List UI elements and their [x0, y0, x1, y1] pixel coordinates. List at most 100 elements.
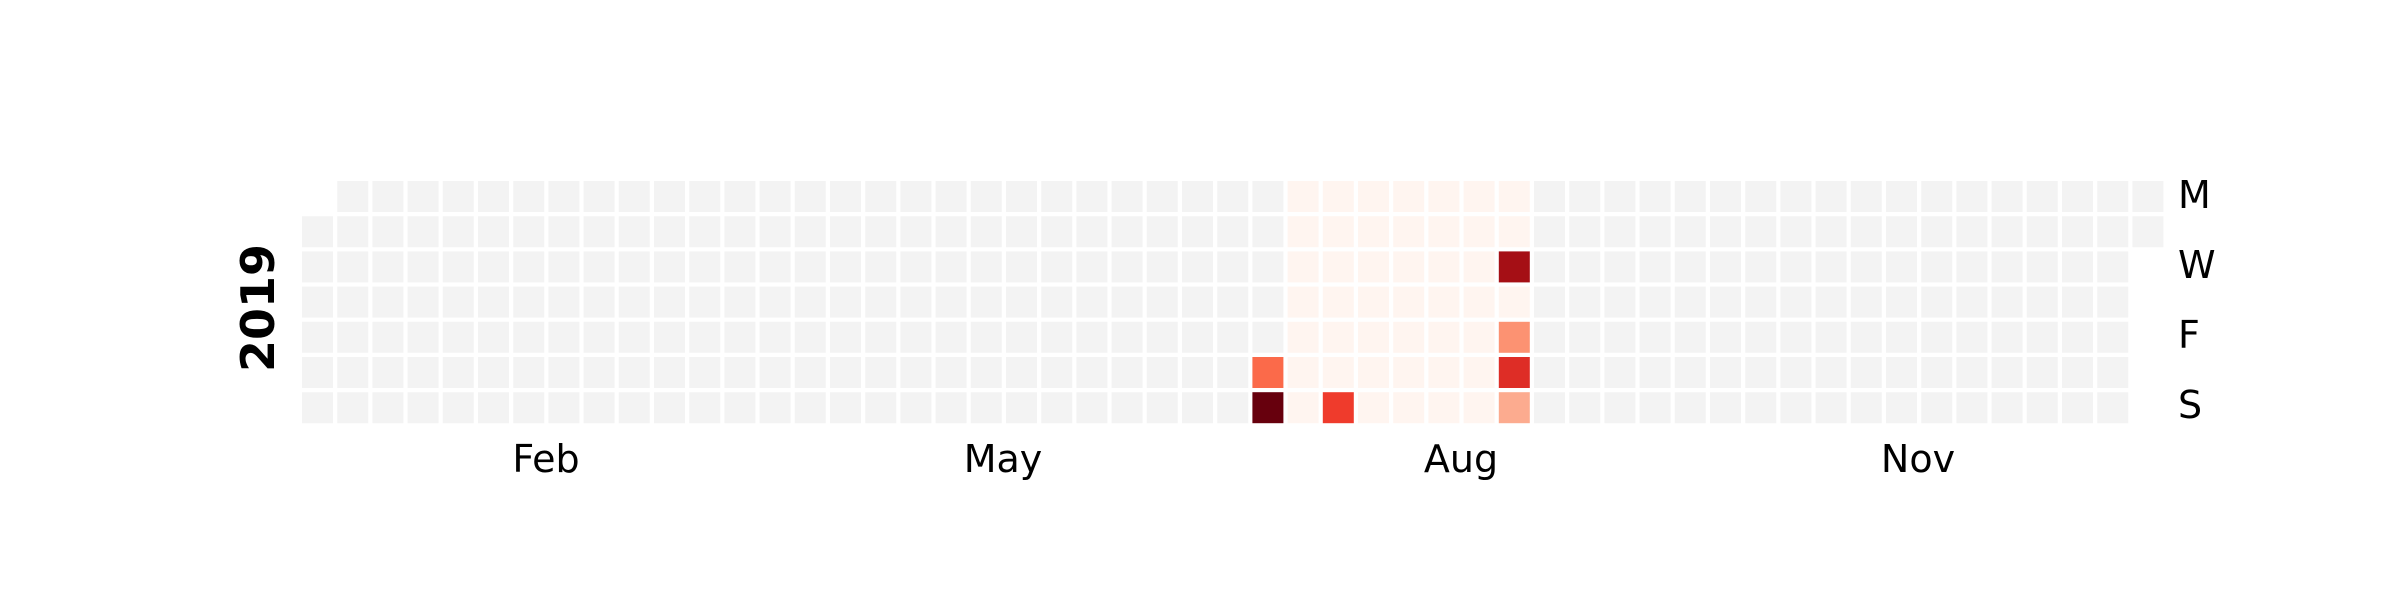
day-cell — [2062, 392, 2093, 424]
day-cell — [1217, 357, 1249, 388]
day-cell — [1358, 251, 1389, 283]
day-cell — [1569, 392, 1601, 424]
day-cell — [1498, 286, 1530, 318]
day-cell — [1604, 357, 1636, 388]
day-cell — [1111, 286, 1143, 318]
day-cell — [1921, 321, 1953, 353]
day-cell — [1428, 286, 1460, 318]
day-cell — [1745, 392, 1777, 424]
day-cell — [1745, 286, 1777, 318]
day-cell — [548, 357, 580, 388]
day-cell — [583, 216, 615, 248]
day-cell — [1463, 357, 1495, 388]
day-cell — [1956, 321, 1988, 353]
day-cell — [1182, 392, 1213, 424]
day-cell — [2026, 181, 2058, 212]
day-cell — [2026, 321, 2058, 353]
day-cell — [1604, 321, 1636, 353]
day-cell — [1111, 251, 1143, 283]
day-cell — [1146, 392, 1178, 424]
day-cell — [302, 251, 333, 283]
day-cell — [1780, 321, 1812, 353]
day-cell — [442, 357, 474, 388]
day-cell — [1358, 216, 1389, 248]
day-cell — [1956, 392, 1988, 424]
day-cell — [794, 286, 826, 318]
day-cell — [478, 392, 509, 424]
day-cell — [1850, 392, 1882, 424]
day-cell — [583, 181, 615, 212]
day-cell — [1921, 181, 1953, 212]
day-cell — [1745, 181, 1777, 212]
day-cell — [1041, 321, 1073, 353]
day-cell — [618, 286, 650, 318]
day-cell — [372, 357, 404, 388]
day-cell — [1534, 181, 1565, 212]
day-cell — [794, 181, 826, 212]
day-cell — [2097, 216, 2129, 248]
day-cell — [2097, 251, 2129, 283]
day-cell — [407, 321, 439, 353]
day-cell — [1569, 357, 1601, 388]
day-cell — [513, 321, 545, 353]
day-cell — [1674, 321, 1706, 353]
day-cell — [900, 251, 932, 283]
day-cell — [1604, 251, 1636, 283]
day-cell — [1710, 357, 1741, 388]
day-cell — [1604, 181, 1636, 212]
day-cell — [478, 216, 509, 248]
day-cell — [1850, 181, 1882, 212]
day-cell — [2026, 392, 2058, 424]
day-cell — [724, 392, 756, 424]
day-cell — [1498, 216, 1530, 248]
day-cell — [1780, 357, 1812, 388]
day-cell — [935, 286, 967, 318]
day-cell — [794, 357, 826, 388]
day-cell — [900, 286, 932, 318]
day-cell — [654, 321, 685, 353]
day-cell — [1322, 321, 1354, 353]
day-cell — [1745, 216, 1777, 248]
day-cell — [1991, 216, 2023, 248]
day-cell — [442, 286, 474, 318]
day-cell — [1710, 251, 1741, 283]
day-cell — [2062, 181, 2093, 212]
day-cell — [442, 181, 474, 212]
day-cell — [1534, 251, 1565, 283]
day-cell — [302, 357, 333, 388]
day-cell — [1569, 321, 1601, 353]
day-cell — [1886, 251, 1917, 283]
day-cell — [442, 251, 474, 283]
day-cell — [689, 321, 721, 353]
day-cell — [1146, 321, 1178, 353]
day-cell — [1076, 216, 1108, 248]
day-cell — [830, 321, 861, 353]
day-cell — [478, 357, 509, 388]
day-cell — [1815, 321, 1847, 353]
day-cell — [830, 286, 861, 318]
day-cell — [1745, 357, 1777, 388]
day-cell — [759, 251, 791, 283]
day-cell — [618, 321, 650, 353]
day-cell — [1358, 357, 1389, 388]
day-cell — [513, 251, 545, 283]
day-cell — [302, 321, 333, 353]
day-cell — [2026, 286, 2058, 318]
day-cell — [1463, 392, 1495, 424]
day-cell — [1041, 392, 1073, 424]
day-cell — [759, 286, 791, 318]
day-cell — [724, 286, 756, 318]
day-cell — [1498, 251, 1530, 283]
day-cell — [442, 392, 474, 424]
day-cell — [1182, 251, 1213, 283]
day-cell — [1076, 321, 1108, 353]
day-cell — [900, 216, 932, 248]
day-cell — [1076, 251, 1108, 283]
day-cell — [654, 286, 685, 318]
day-cell — [1639, 216, 1671, 248]
day-cell — [372, 251, 404, 283]
day-cell — [1182, 181, 1213, 212]
day-cell — [1850, 357, 1882, 388]
day-cell — [1921, 392, 1953, 424]
day-cell — [1358, 392, 1389, 424]
